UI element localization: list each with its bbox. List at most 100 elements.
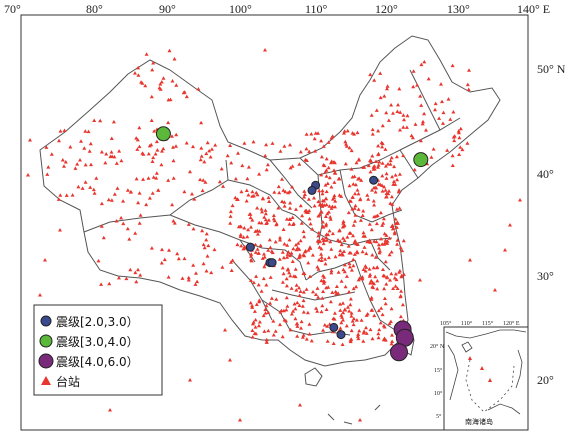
station-marker <box>422 111 427 116</box>
station-marker <box>320 188 325 193</box>
station-marker <box>250 328 255 332</box>
station-marker <box>388 278 392 282</box>
station-marker <box>263 153 268 158</box>
station-marker <box>339 279 344 283</box>
station-marker <box>160 149 164 153</box>
station-marker <box>167 48 172 53</box>
station-marker <box>295 334 300 338</box>
station-marker <box>341 318 345 322</box>
station-marker <box>306 197 311 201</box>
station-marker <box>340 253 345 257</box>
station-marker <box>349 167 354 171</box>
station-marker <box>278 238 282 242</box>
station-marker <box>294 283 299 287</box>
station-marker <box>351 257 356 262</box>
station-marker <box>270 141 275 145</box>
station-marker <box>371 199 376 203</box>
station-marker <box>288 273 293 278</box>
station-marker <box>284 283 289 288</box>
station-marker <box>366 197 371 201</box>
station-marker <box>129 190 134 194</box>
station-marker <box>281 188 286 192</box>
station-marker <box>324 235 329 239</box>
station-marker <box>330 290 335 294</box>
station-marker <box>324 307 329 311</box>
station-marker <box>429 155 434 159</box>
province-jilin-liaoning <box>399 117 461 151</box>
station-marker <box>301 229 306 234</box>
station-marker <box>446 97 451 101</box>
inset-station-1 <box>468 356 472 360</box>
inset-lat-tick-15: 15° <box>434 367 443 374</box>
station-marker <box>392 230 397 234</box>
station-marker <box>45 172 50 176</box>
station-marker <box>376 152 381 157</box>
station-marker <box>289 286 294 290</box>
station-marker <box>357 308 362 312</box>
station-marker <box>342 269 347 274</box>
station-marker <box>265 162 270 167</box>
station-marker <box>313 131 318 135</box>
station-marker <box>321 328 326 332</box>
station-marker <box>355 334 360 338</box>
station-marker <box>134 176 139 181</box>
station-marker <box>239 189 244 194</box>
station-marker <box>213 143 218 147</box>
station-marker <box>319 138 324 143</box>
station-marker <box>466 87 471 91</box>
station-marker <box>87 149 92 153</box>
station-marker <box>348 297 353 301</box>
station-marker <box>300 335 305 339</box>
station-marker <box>205 254 210 258</box>
station-marker <box>125 226 130 231</box>
station-marker <box>382 286 387 291</box>
station-marker <box>361 339 366 343</box>
station-marker <box>298 289 303 293</box>
lon-tick-100: 100° <box>229 2 252 16</box>
station-marker <box>338 308 343 312</box>
station-marker <box>149 142 154 147</box>
station-marker <box>363 269 368 273</box>
station-marker <box>147 196 152 200</box>
station-marker <box>262 255 267 259</box>
station-marker <box>392 179 396 183</box>
station-marker <box>133 270 138 275</box>
station-marker <box>352 206 357 210</box>
station-marker <box>264 303 269 308</box>
station-marker <box>329 247 334 251</box>
station-marker <box>203 180 208 184</box>
lat-tick-20: 20° <box>537 373 554 387</box>
station-marker <box>362 245 367 249</box>
province-guizhou-hunan <box>271 289 356 301</box>
station-marker <box>230 258 235 262</box>
station-marker <box>320 236 325 241</box>
station-marker <box>328 217 333 221</box>
station-marker <box>333 254 338 259</box>
station-marker <box>229 268 234 272</box>
station-marker <box>238 232 243 237</box>
station-marker <box>319 246 324 251</box>
station-marker <box>62 164 66 168</box>
legend-marker-mag-4-6 <box>38 353 54 369</box>
station-marker <box>385 84 390 88</box>
inset-lon-tick-120: 120° E <box>503 320 520 327</box>
inset-borneo <box>487 403 521 415</box>
lon-tick-120: 120° <box>375 2 398 16</box>
station-marker <box>250 335 255 339</box>
station-marker <box>280 250 285 254</box>
station-marker <box>376 242 381 247</box>
station-marker <box>343 284 348 289</box>
station-marker <box>309 132 314 136</box>
station-marker <box>349 311 354 315</box>
earthquake-marker <box>267 258 277 268</box>
station-marker <box>246 193 251 197</box>
station-marker <box>426 76 431 81</box>
station-marker <box>372 78 377 82</box>
station-marker <box>109 198 114 202</box>
station-marker <box>450 163 455 167</box>
station-marker <box>343 308 348 312</box>
station-marker <box>409 133 414 138</box>
station-marker <box>360 276 365 281</box>
station-marker <box>365 239 370 244</box>
station-marker <box>284 276 289 281</box>
